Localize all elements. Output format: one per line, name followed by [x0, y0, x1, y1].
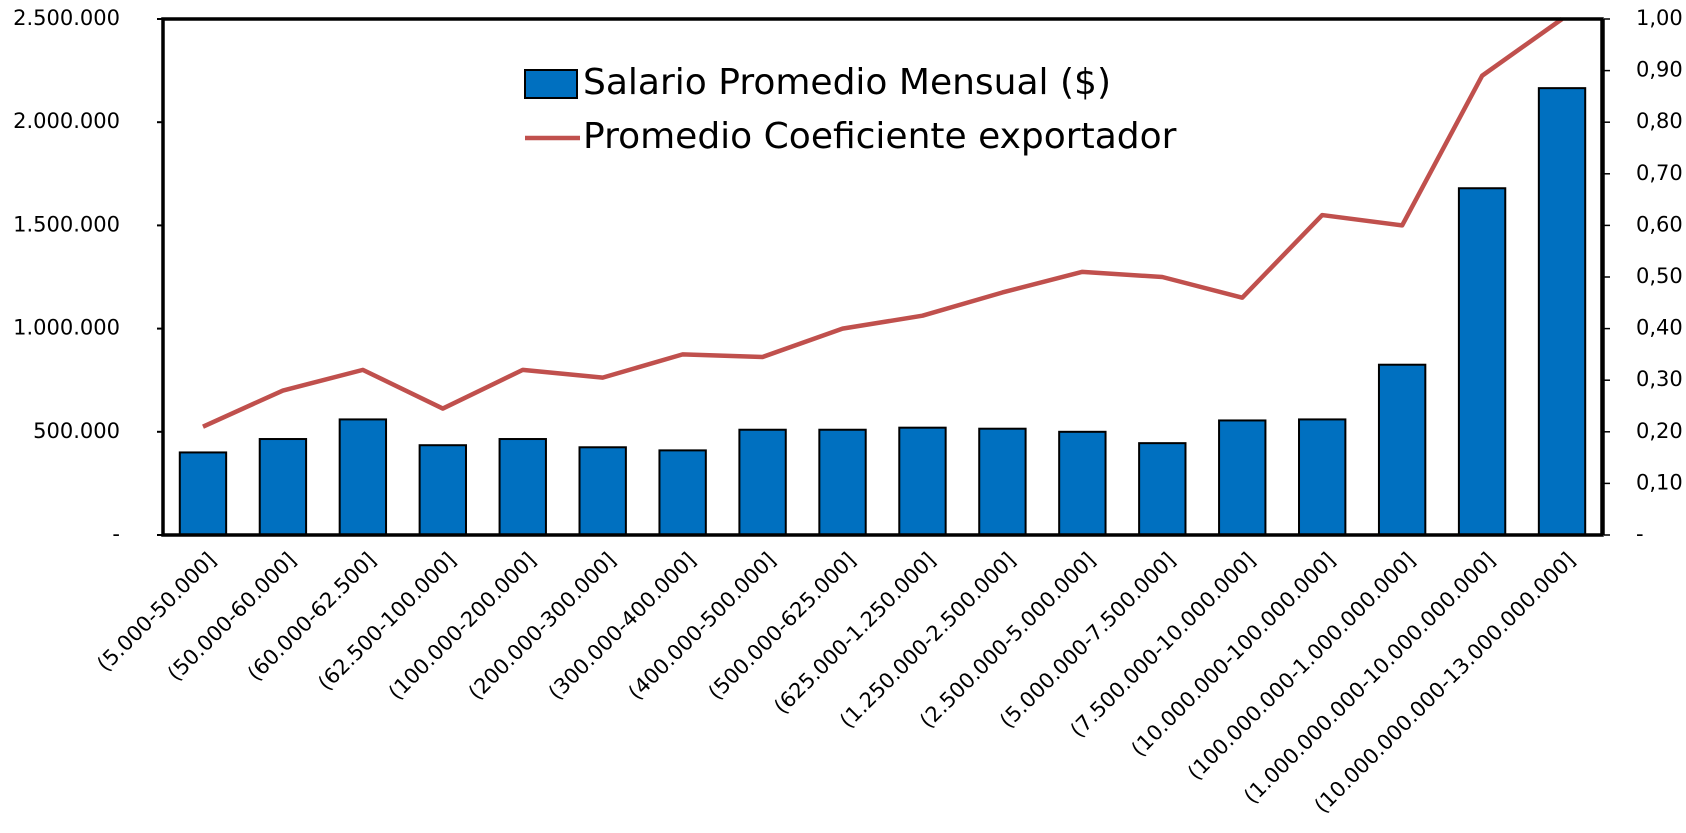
- bar: [1457, 187, 1507, 537]
- y2-tick-label: -: [1636, 522, 1644, 546]
- legend-swatch: [524, 69, 578, 99]
- x-tick-label: (62.500-100.000]: [313, 548, 460, 695]
- bar: [818, 428, 867, 536]
- bar: [498, 438, 547, 536]
- y2-tick-label: 0,60: [1636, 212, 1683, 236]
- bar: [1218, 419, 1267, 536]
- y2-tick-label: 0,90: [1636, 58, 1683, 82]
- y2-tick-label: 0,50: [1636, 264, 1683, 288]
- bar: [178, 451, 228, 536]
- y-tick-label: 500.000: [33, 419, 120, 443]
- bar: [338, 418, 388, 536]
- y2-tick-label: 0,80: [1636, 109, 1683, 133]
- legend-label: Promedio Coeficiente exportador: [583, 116, 1177, 157]
- bar: [898, 426, 947, 536]
- legend-label: Salario Promedio Mensual ($): [583, 62, 1111, 103]
- bar: [1138, 442, 1187, 537]
- bar: [1377, 363, 1427, 536]
- bar: [1537, 87, 1587, 536]
- bar: [1298, 418, 1347, 536]
- y-tick-label: 1.000.000: [13, 316, 120, 340]
- x-tick-label: (400.000-500.000]: [624, 548, 781, 705]
- y2-tick-label: 0,30: [1636, 367, 1683, 391]
- x-tick-label: (100.000-200.000]: [384, 548, 541, 705]
- y2-tick-label: 0,10: [1636, 470, 1683, 494]
- bar: [1058, 430, 1107, 536]
- x-tick-label: (625.000-1.250.000]: [769, 548, 940, 719]
- x-tick-label: (200.000-300.000]: [464, 548, 621, 705]
- y-tick-label: 2.000.000: [13, 109, 120, 133]
- y-tick-label: 2.500.000: [13, 6, 120, 30]
- y2-tick-label: 0,70: [1636, 161, 1683, 185]
- line: [202, 17, 1564, 429]
- bar: [978, 427, 1027, 537]
- bar: [418, 444, 467, 536]
- y2-tick-label: 0,20: [1636, 419, 1683, 443]
- y2-tick-label: 1,00: [1636, 6, 1683, 30]
- plot-frame: [161, 17, 1604, 537]
- bar: [578, 446, 627, 536]
- x-tick-label: (500.000-625.000]: [704, 548, 861, 705]
- y-tick-label: 1.500.000: [13, 212, 120, 236]
- y-tick-label: -: [112, 522, 120, 546]
- x-tick-label: (300.000-400.000]: [544, 548, 701, 705]
- bar: [738, 428, 787, 536]
- bar: [658, 449, 707, 537]
- bar: [258, 438, 308, 536]
- y2-tick-label: 0,40: [1636, 316, 1683, 340]
